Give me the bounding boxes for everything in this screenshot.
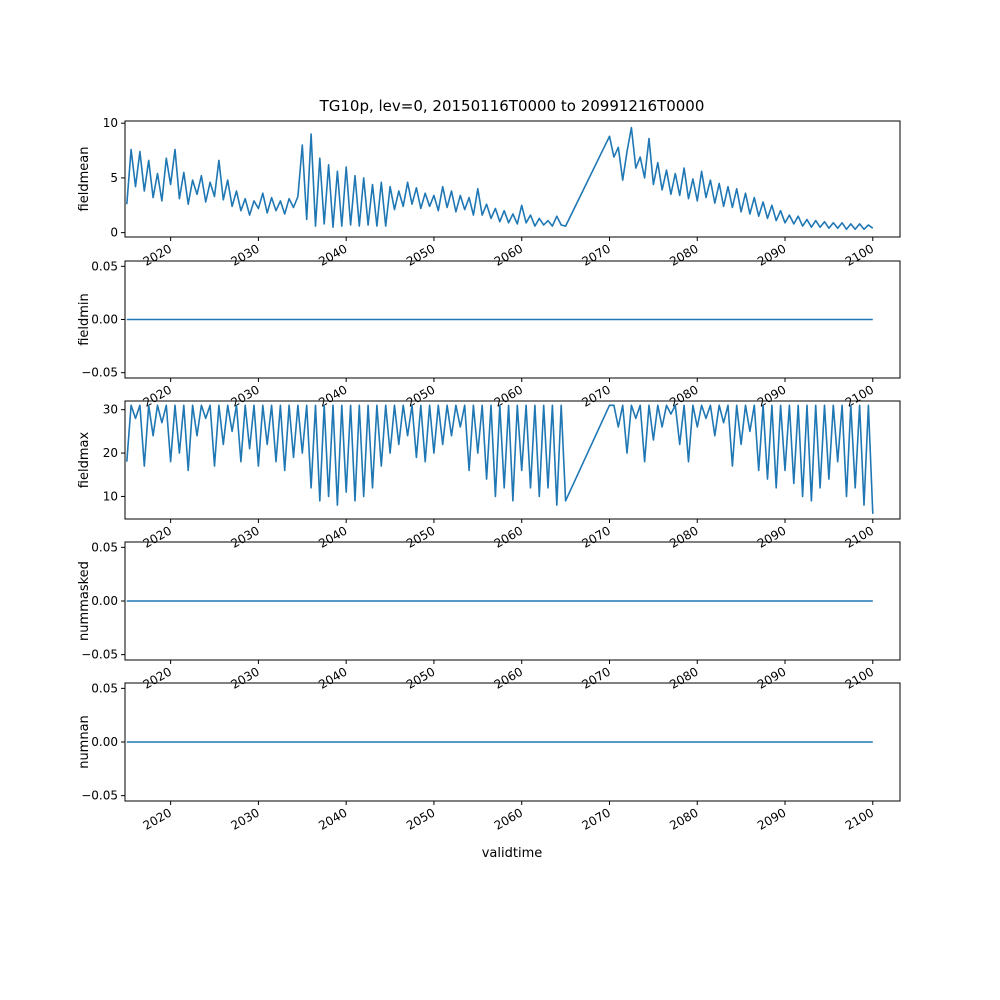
nummasked-x-tick-label: 2030 [228,664,261,691]
fieldmax-x-tick-label: 2040 [316,523,349,550]
numnan-x-tick-label: 2040 [316,805,349,832]
chart-title: TG10p, lev=0, 20150116T0000 to 20991216T… [319,97,705,115]
fieldmax-x-tick-label: 2020 [141,523,174,550]
nummasked-y-tick-label: −0.05 [81,648,118,662]
numnan-x-tick-label: 2090 [755,805,788,832]
panel-nummasked: −0.05 0.00 0.05 2020 2030 2040 2050 2060 2070 208… [77,540,901,692]
numnan-y-tick-label: −0.05 [81,789,118,803]
numnan-x-tick-label: 2050 [404,805,437,832]
nummasked-x-tick-label: 2070 [580,664,613,691]
fieldmax-y-tick-label: 20 [103,446,118,460]
nummasked-x-tick-label: 2060 [492,664,525,691]
fieldmean-y-tick-label: 0 [110,226,118,240]
numnan-x-tick-label: 2100 [843,805,876,832]
fieldmax-y-axis-label: fieldmax [77,432,92,489]
numnan-x-tick-label: 2080 [667,805,700,832]
numnan-x-tick-label: 2030 [228,805,261,832]
nummasked-x-tick-label: 2090 [755,664,788,691]
nummasked-x-tick-label: 2080 [667,664,700,691]
fieldmin-y-tick-label: 0.00 [91,313,118,327]
fieldmean-x-tick-label: 2040 [316,241,349,268]
fieldmax-x-tick-label: 2030 [228,523,261,550]
fieldmin-y-tick-label: −0.05 [81,366,118,380]
fieldmean-axes-frame [124,120,901,238]
nummasked-x-tick-label: 2020 [141,664,174,691]
fieldmax-x-tick-label: 2050 [404,523,437,550]
fieldmax-x-tick-label: 2070 [580,523,613,550]
fieldmean-y-tick-label: 5 [110,171,118,185]
fieldmean-x-tick-label: 2050 [404,241,437,268]
fieldmean-x-tick-label: 2020 [141,241,174,268]
fieldmax-x-tick-label: 2060 [492,523,525,550]
x-axis-label: validtime [482,846,543,861]
numnan-y-axis-label: numnan [77,715,92,769]
fieldmax-axes-frame [124,400,901,520]
panel-fieldmean: 0 5 10 2020 2030 2040 2050 2060 2070 2080 2090 2100… [77,116,901,269]
nummasked-y-tick-label: 0.00 [91,594,118,608]
fieldmax-y-tick-label: 30 [103,403,118,417]
numnan-y-tick-label: 0.00 [91,735,118,749]
fieldmax-x-tick-label: 2100 [843,523,876,550]
fieldmin-y-tick-label: 0.05 [91,259,118,273]
nummasked-x-tick-label: 2100 [843,664,876,691]
fieldmax-x-tick-label: 2090 [755,523,788,550]
nummasked-x-tick-label: 2050 [404,664,437,691]
fieldmax-x-tick-label: 2080 [667,523,700,550]
fieldmean-series-line [126,126,874,231]
fieldmin-y-axis-label: fieldmin [77,293,92,346]
nummasked-x-tick-label: 2040 [316,664,349,691]
fieldmin-x-tick-label: 2070 [580,382,613,409]
nummasked-y-axis-label: nummasked [77,561,92,641]
fieldmean-x-tick-label: 2060 [492,241,525,268]
panel-numnan: −0.05 0.00 0.05 2020 2030 2040 2050 2060 2070 208… [77,681,901,833]
fieldmean-x-tick-label: 2080 [667,241,700,268]
fieldmean-y-tick-label: 10 [103,116,118,130]
fieldmax-series-line [126,404,874,514]
numnan-x-tick-label: 2070 [580,805,613,832]
fieldmean-x-tick-label: 2070 [580,241,613,268]
numnan-y-tick-label: 0.05 [91,681,118,695]
nummasked-y-tick-label: 0.05 [91,540,118,554]
fieldmean-x-tick-label: 2030 [228,241,261,268]
fieldmean-x-tick-label: 2100 [843,241,876,268]
fieldmean-y-axis-label: fieldmean [77,147,92,212]
numnan-x-tick-label: 2020 [141,805,174,832]
fieldmax-y-tick-label: 10 [103,489,118,503]
numnan-x-tick-label: 2060 [492,805,525,832]
fieldmean-x-tick-label: 2090 [755,241,788,268]
